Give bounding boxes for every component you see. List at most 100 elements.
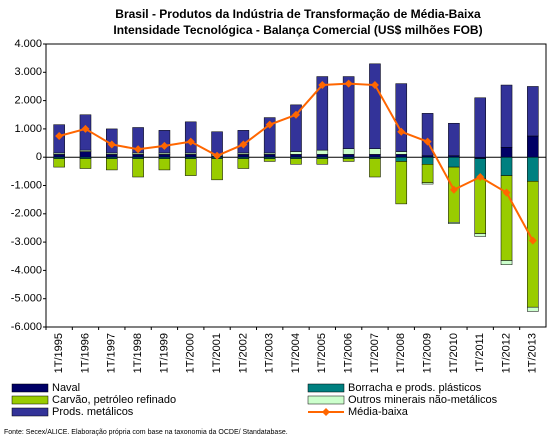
bar-segment (184, 158, 197, 176)
bar-segment (500, 84, 513, 148)
bar-segment (369, 158, 381, 178)
bar-segment (448, 156, 460, 168)
x-tick-label: 1T/2009 (421, 333, 433, 373)
bar-segment (211, 158, 223, 181)
bar-segment (448, 222, 460, 224)
line-marker (344, 79, 353, 88)
line-marker (239, 140, 248, 149)
bar-segment (395, 151, 408, 155)
bar-segment (237, 158, 250, 169)
legend-label: Borracha e prods. plásticos (348, 382, 482, 394)
bar-segment (290, 104, 302, 152)
bar-segment (342, 154, 355, 158)
line-marker (397, 127, 406, 136)
legend-swatch (11, 383, 49, 393)
bar-segment (316, 149, 329, 155)
bar-segment (369, 63, 381, 149)
bar-segment (316, 158, 329, 165)
bar-segment (421, 182, 434, 185)
bar-segment (395, 161, 408, 205)
bar-segment (290, 154, 302, 158)
bar-segment (421, 156, 434, 165)
bar-segment (79, 158, 92, 169)
x-tick-label: 1T/1997 (106, 333, 118, 373)
bar-segment (53, 154, 65, 158)
line-marker (370, 81, 379, 90)
bar-segment (500, 175, 513, 261)
line-marker (81, 124, 90, 133)
x-tick-label: 1T/2003 (264, 333, 276, 373)
bar-segment (421, 113, 434, 157)
bar-segment (527, 86, 539, 137)
bar-segment (132, 158, 144, 178)
line-marker (134, 145, 143, 154)
y-tick-label: 0 (36, 151, 42, 163)
y-tick-label: -4.000 (11, 264, 42, 276)
chart-title: Brasil - Produtos da Indústria de Transf… (115, 7, 481, 21)
x-tick-label: 1T/2007 (369, 333, 381, 373)
x-tick-label: 1T/2000 (185, 333, 197, 373)
line-marker (213, 151, 222, 160)
bar-segment (316, 76, 329, 151)
line-marker (107, 140, 116, 149)
line-marker (528, 236, 537, 245)
x-tick-label: 1T/1999 (158, 333, 170, 373)
bar-segment (395, 83, 408, 152)
x-tick-label: 1T/2011 (474, 333, 486, 373)
bar-segment (395, 154, 408, 158)
bar-segment (500, 260, 513, 265)
legend-swatch (307, 383, 345, 393)
bar-segment (342, 148, 355, 155)
bar-segment (342, 76, 355, 149)
bar-segment (500, 147, 513, 158)
bar-segment (290, 151, 302, 155)
bar-segment (448, 166, 460, 223)
bar-segment (474, 233, 486, 237)
legend-label: Outros minerais não-metálicos (348, 394, 498, 406)
bar-segment (369, 148, 381, 155)
y-tick-label: 2.000 (14, 95, 42, 107)
legend-swatch (11, 407, 49, 417)
line-marker (502, 188, 511, 197)
bar-segment (527, 156, 539, 182)
x-tick-label: 1T/1996 (79, 333, 91, 373)
bar-segment (106, 154, 118, 158)
bar-segment (106, 158, 118, 171)
line-marker (318, 81, 327, 90)
x-tick-label: 1T/2001 (211, 333, 223, 373)
x-tick-label: 1T/2005 (316, 333, 328, 373)
chart-title: Intensidade Tecnológica - Balança Comerc… (113, 23, 482, 37)
legend-label: Média-baixa (348, 406, 409, 418)
y-tick-label: 3.000 (14, 66, 42, 78)
bar-segment (211, 131, 223, 155)
source-note: Fonte: Secex/ALICE. Elaboração própria c… (4, 429, 288, 436)
bar-segment (53, 158, 65, 168)
y-tick-label: -1.000 (11, 179, 42, 191)
bar-segment (158, 158, 171, 171)
bar-segment (263, 154, 276, 158)
bar-segment (263, 117, 276, 154)
x-tick-label: 1T/2012 (500, 333, 512, 373)
y-tick-label: -3.000 (11, 236, 42, 248)
bar-segment (79, 151, 92, 158)
legend-swatch (322, 408, 330, 416)
bar-segment (132, 154, 144, 158)
line-marker (160, 141, 169, 150)
bar-segment (263, 158, 276, 162)
x-tick-label: 1T/2002 (237, 333, 249, 373)
line-marker (423, 137, 432, 146)
x-tick-label: 1T/1998 (132, 333, 144, 373)
bar-segment (184, 154, 197, 158)
y-tick-label: -2.000 (11, 208, 42, 220)
line-marker (292, 110, 300, 119)
bar-segment (237, 154, 250, 158)
y-tick-label: -5.000 (11, 293, 42, 305)
bar-segment (395, 156, 408, 162)
line-marker (186, 137, 195, 146)
x-tick-label: 1T/2004 (290, 333, 302, 373)
legend-swatch (307, 395, 345, 405)
bar-segment (500, 156, 513, 176)
bar-segment (421, 164, 434, 183)
legend-label: Naval (52, 382, 80, 394)
